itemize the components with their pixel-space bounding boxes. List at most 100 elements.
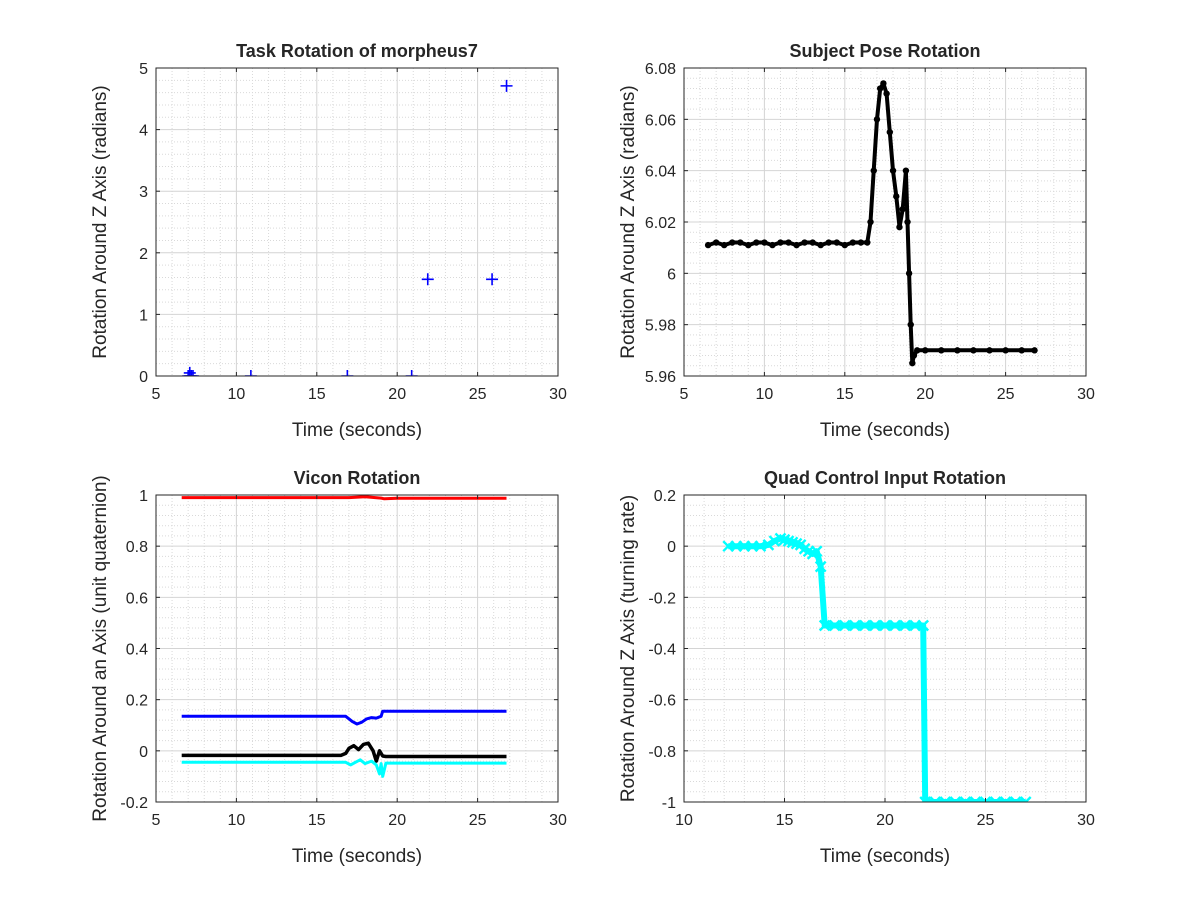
data-point — [969, 796, 982, 802]
y-tick-label: -0.6 — [648, 693, 676, 710]
series-line — [181, 495, 507, 501]
x-tick-label: 5 — [680, 386, 689, 403]
x-tick-label: 20 — [876, 812, 894, 829]
data-point — [183, 366, 196, 376]
data-point — [405, 370, 418, 376]
data-point — [929, 796, 942, 802]
y-tick-label: 0 — [139, 369, 148, 386]
x-tick-label: 30 — [1077, 386, 1095, 403]
chart-title: Quad Control Input Rotation — [764, 468, 1006, 488]
x-tick-label: 10 — [756, 386, 774, 403]
y-tick-label: 0 — [667, 539, 676, 556]
series-1 — [182, 79, 513, 376]
x-tick-label: 20 — [916, 386, 934, 403]
plot-area — [156, 68, 558, 376]
x-tick-label: 25 — [977, 812, 995, 829]
data-point — [486, 273, 499, 286]
y-tick-label: 5 — [139, 61, 148, 78]
x-tick-label: 30 — [1077, 812, 1095, 829]
data-point — [182, 370, 195, 376]
y-axis-label: Rotation Around an Axis (unit quaternion… — [90, 475, 111, 821]
x-tick-label: 15 — [776, 812, 794, 829]
y-tick-label: 3 — [139, 184, 148, 201]
data-point — [341, 370, 354, 376]
data-point — [421, 273, 434, 286]
x-tick-label: 5 — [152, 812, 161, 829]
axes-box — [155, 67, 559, 377]
x-tick-label: 25 — [997, 386, 1015, 403]
y-tick-label: 6 — [667, 266, 676, 283]
chart-title: Task Rotation of morpheus7 — [236, 41, 478, 61]
data-point — [959, 796, 972, 802]
y-tick-label: 6.08 — [645, 61, 676, 78]
y-tick-label: 1 — [139, 488, 148, 505]
chart-4: 10 15 20 25 30 -1 -0.8 -0.6 -0.4 -0.2 0 0.2 Quad Con… — [618, 468, 1095, 867]
series-trace — [707, 81, 1035, 366]
x-tick-label: 30 — [549, 812, 567, 829]
y-tick-label: 6.04 — [645, 164, 676, 181]
y-tick-label: 0 — [139, 744, 148, 761]
chart-1: 5 10 15 20 25 30 0 1 2 3 4 5 Task Rotation of morphe… — [90, 41, 567, 441]
data-point — [185, 370, 198, 376]
x-tick-label: 30 — [549, 386, 567, 403]
data-point — [939, 796, 952, 802]
x-tick-label: 10 — [228, 386, 246, 403]
y-tick-label: -0.4 — [648, 642, 676, 659]
data-layer — [704, 80, 1038, 367]
series-1 — [181, 495, 507, 501]
y-tick-label: 0.4 — [126, 642, 148, 659]
minor-grid — [156, 68, 558, 376]
series-2 — [181, 709, 507, 726]
data-point — [999, 796, 1012, 802]
series-line — [181, 758, 507, 778]
chart-2: 5 10 15 20 25 30 5.96 5.98 6 6.02 6.04 6.06 6.08 Subj… — [618, 41, 1095, 441]
data-point — [186, 370, 199, 376]
y-tick-label: -1 — [662, 795, 676, 812]
data-point — [1009, 796, 1022, 802]
x-tick-label: 25 — [469, 812, 487, 829]
series-4 — [181, 758, 507, 778]
data-layer — [181, 495, 507, 778]
x-tick-label: 5 — [152, 386, 161, 403]
y-tick-label: 0.2 — [126, 693, 148, 710]
y-tick-label: 0.6 — [126, 590, 148, 607]
ticks: 5 10 15 20 25 30 5.96 5.98 6 6.02 6.04 6.06 6.08 — [645, 61, 1095, 403]
series-1 — [722, 532, 1032, 802]
x-axis-label: Time (seconds) — [820, 846, 950, 867]
y-tick-label: 2 — [139, 246, 148, 263]
series-trace — [728, 535, 1026, 802]
x-tick-label: 10 — [675, 812, 693, 829]
y-tick-label: 6.02 — [645, 215, 676, 232]
x-tick-label: 25 — [469, 386, 487, 403]
data-point — [244, 370, 257, 376]
y-tick-label: 5.96 — [645, 369, 676, 386]
y-tick-label: -0.2 — [648, 590, 676, 607]
series-line — [181, 741, 507, 763]
x-axis-label: Time (seconds) — [820, 420, 950, 441]
y-axis-label: Rotation Around Z Axis (radians) — [618, 85, 639, 359]
data-point — [500, 79, 513, 92]
y-tick-label: 0.2 — [654, 488, 676, 505]
data-point — [979, 796, 992, 802]
chart-title: Subject Pose Rotation — [789, 41, 980, 61]
x-axis-label: Time (seconds) — [292, 420, 422, 441]
data-point — [1019, 796, 1032, 802]
series-1 — [704, 80, 1038, 367]
y-tick-label: 1 — [139, 307, 148, 324]
x-axis-label: Time (seconds) — [292, 846, 422, 867]
data-point — [919, 796, 932, 802]
y-tick-label: -0.8 — [648, 744, 676, 761]
x-tick-label: 20 — [388, 812, 406, 829]
y-axis-label: Rotation Around Z Axis (radians) — [90, 85, 111, 359]
data-point — [949, 796, 962, 802]
x-tick-label: 10 — [228, 812, 246, 829]
y-axis-label: Rotation Around Z Axis (turning rate) — [618, 495, 639, 802]
series-3 — [181, 741, 507, 763]
data-point — [989, 796, 1002, 802]
x-tick-label: 20 — [388, 386, 406, 403]
x-tick-label: 15 — [308, 812, 326, 829]
y-tick-label: 4 — [139, 123, 148, 140]
y-tick-label: 6.06 — [645, 112, 676, 129]
ticks: 5 10 15 20 25 30 -0.2 0 0.2 0.4 0.6 0.8 1 — [120, 488, 567, 829]
